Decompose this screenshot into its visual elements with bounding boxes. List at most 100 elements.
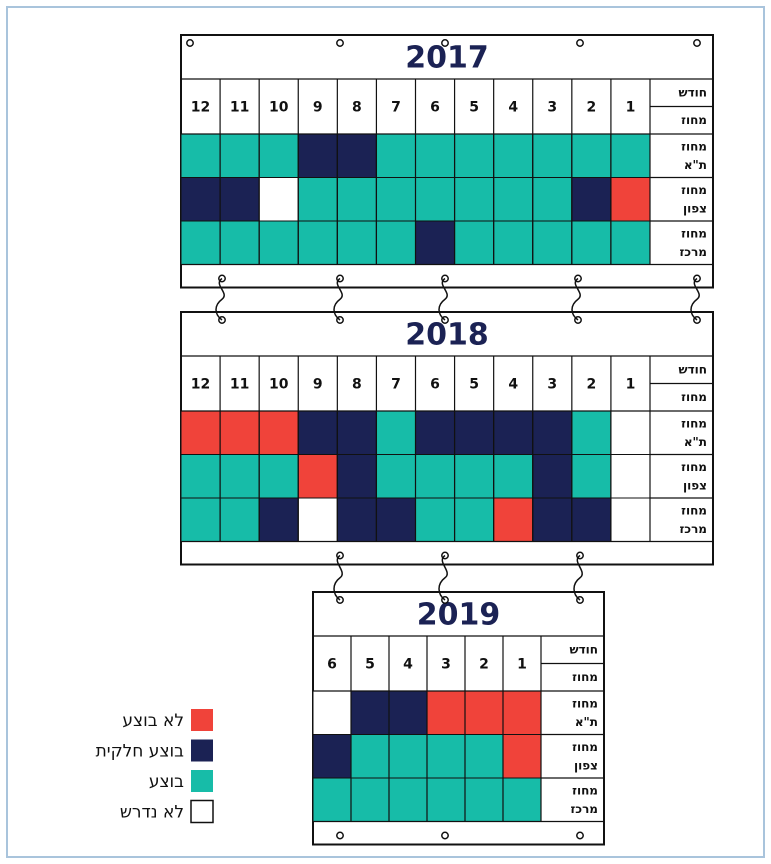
- status-cell: [219, 410, 260, 455]
- district-label: מחוז: [572, 697, 598, 711]
- status-cell: [415, 220, 456, 265]
- status-cell: [258, 454, 299, 499]
- ring: [571, 277, 581, 321]
- status-cell: [571, 497, 612, 542]
- status-cell: [336, 220, 377, 265]
- month-label: 9: [313, 100, 323, 116]
- status-cell: [219, 220, 260, 265]
- district-label: מחוז: [681, 140, 707, 154]
- status-cell: [610, 133, 651, 178]
- status-cell: [415, 133, 456, 178]
- hole: [441, 39, 449, 47]
- ring: [690, 277, 700, 321]
- ring: [215, 277, 225, 321]
- status-cell: [493, 454, 534, 499]
- district-label: מחוז: [572, 740, 598, 754]
- year-title: 2019: [417, 598, 501, 633]
- status-cell: [297, 177, 338, 222]
- header-label: חודש: [678, 362, 707, 376]
- district-label: מחוז: [681, 417, 707, 431]
- header-label: חודש: [569, 642, 598, 656]
- month-label: 5: [469, 377, 479, 393]
- district-label: ת"א: [575, 715, 598, 729]
- status-cell: [258, 220, 299, 265]
- month-label: 4: [403, 657, 413, 673]
- status-cell: [454, 177, 495, 222]
- month-label: 11: [230, 377, 249, 393]
- month-label: 11: [230, 100, 249, 116]
- month-label: 2: [587, 377, 597, 393]
- status-cell: [493, 497, 534, 542]
- status-cell: [532, 410, 573, 455]
- status-cell: [297, 497, 338, 542]
- status-cell: [493, 133, 534, 178]
- status-cell: [454, 220, 495, 265]
- status-cell: [336, 454, 377, 499]
- status-cell: [350, 734, 390, 779]
- header-label: חודש: [678, 85, 707, 99]
- status-cell: [415, 454, 456, 499]
- legend-label: בוצע: [149, 772, 184, 792]
- district-label: מרכז: [679, 522, 707, 536]
- district-label: מרכז: [570, 802, 598, 816]
- status-cell: [532, 497, 573, 542]
- status-cell: [610, 177, 651, 222]
- ring: [438, 277, 448, 321]
- status-cell: [532, 177, 573, 222]
- month-label: 1: [517, 657, 527, 673]
- status-cell: [375, 454, 416, 499]
- status-cell: [258, 497, 299, 542]
- district-label: ת"א: [684, 435, 707, 449]
- ring: [333, 554, 343, 601]
- month-label: 1: [626, 377, 636, 393]
- status-cell: [502, 690, 542, 735]
- status-cell: [180, 454, 221, 499]
- status-cell: [571, 220, 612, 265]
- legend-swatch: [190, 799, 214, 824]
- status-cell: [180, 220, 221, 265]
- status-cell: [297, 133, 338, 178]
- month-label: 2: [479, 657, 489, 673]
- ring: [438, 554, 448, 601]
- status-cell: [297, 410, 338, 455]
- status-cell: [502, 777, 542, 822]
- status-cell: [258, 133, 299, 178]
- status-cell: [336, 177, 377, 222]
- status-cell: [426, 734, 466, 779]
- status-cell: [219, 454, 260, 499]
- month-label: 1: [626, 100, 636, 116]
- month-label: 6: [430, 100, 440, 116]
- status-cell: [610, 220, 651, 265]
- status-cell: [493, 410, 534, 455]
- legend-label: לא נדרש: [120, 803, 184, 823]
- status-cell: [610, 454, 651, 499]
- status-cell: [464, 734, 504, 779]
- month-label: 12: [191, 377, 210, 393]
- status-cell: [336, 497, 377, 542]
- legend-label: בוצע חלקית: [96, 742, 185, 762]
- status-cell: [219, 177, 260, 222]
- status-cell: [388, 777, 428, 822]
- status-cell: [415, 177, 456, 222]
- month-label: 7: [391, 100, 401, 116]
- month-label: 12: [191, 100, 210, 116]
- status-cell: [493, 177, 534, 222]
- district-label: צפון: [574, 758, 598, 772]
- district-label: מחוז: [681, 183, 707, 197]
- status-cell: [297, 454, 338, 499]
- status-cell: [258, 410, 299, 455]
- legend-swatch: [191, 739, 213, 762]
- status-cell: [388, 690, 428, 735]
- month-label: 10: [269, 377, 289, 393]
- status-cell: [219, 497, 260, 542]
- month-label: 7: [391, 377, 401, 393]
- status-cell: [454, 410, 495, 455]
- status-cell: [464, 690, 504, 735]
- status-cell: [532, 454, 573, 499]
- status-cell: [350, 690, 390, 735]
- status-cell: [180, 497, 221, 542]
- status-cell: [454, 454, 495, 499]
- month-label: 3: [547, 100, 557, 116]
- legend-swatch: [191, 709, 213, 731]
- status-cell: [336, 133, 377, 178]
